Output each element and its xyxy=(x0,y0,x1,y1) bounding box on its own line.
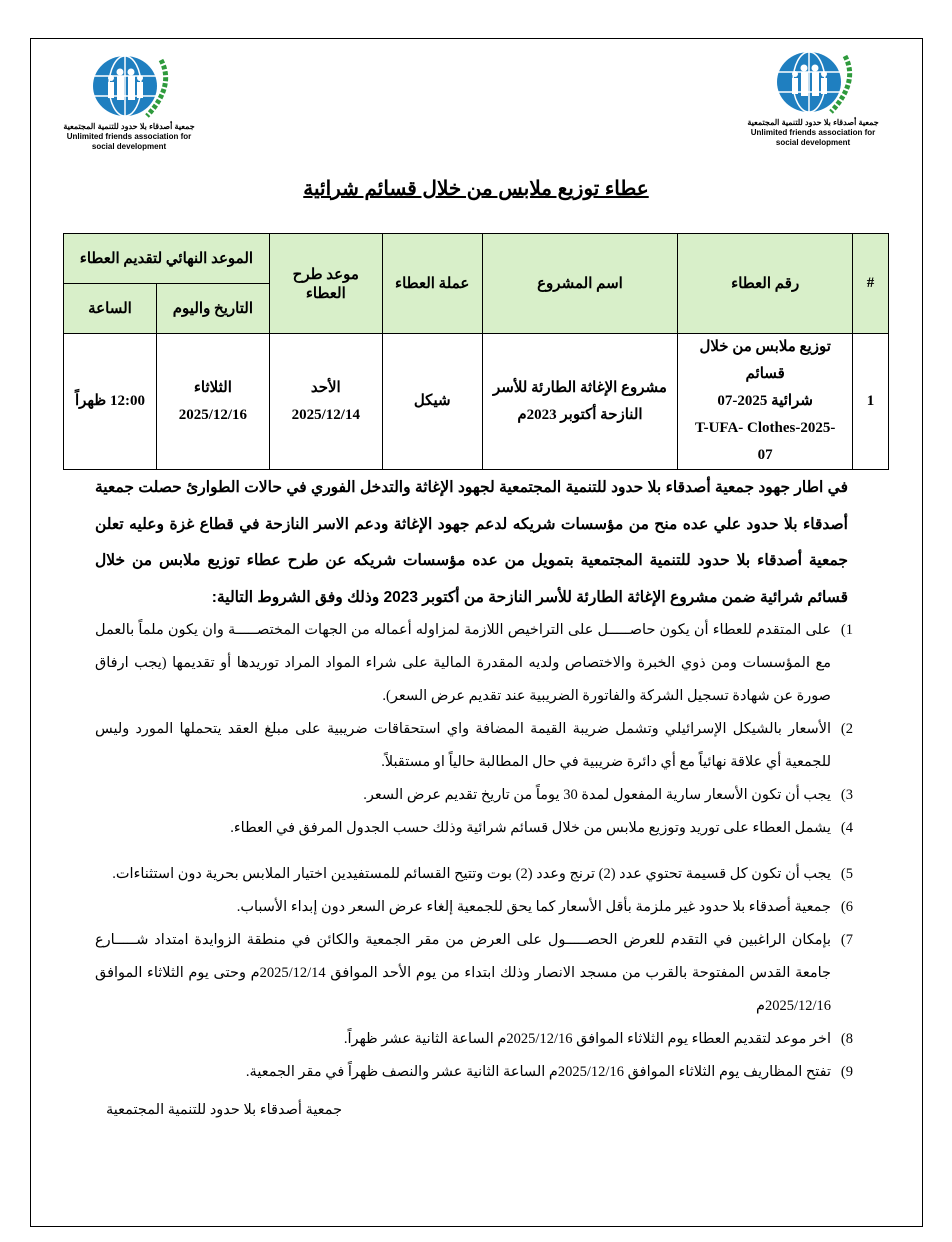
intro-paragraph: في اطار جهود جمعية أصدقاء بلا حدود للتنم… xyxy=(95,479,848,606)
condition-item: 6) جمعية أصدقاء بلا حدود غير ملزمة بأقل ا… xyxy=(236,899,853,915)
cell-index: 1 xyxy=(852,333,889,470)
header-issue-date: موعد طرح العطاء xyxy=(268,233,383,334)
header-currency: عملة العطاء xyxy=(381,233,483,334)
header-tender-number: رقم العطاء xyxy=(677,233,854,334)
header-deadline-time: الساعة xyxy=(63,283,157,334)
condition-item: 3) يجب أن تكون الأسعار سارية المفعول لمدة… xyxy=(363,787,853,803)
globe-family-logo-icon xyxy=(777,51,853,114)
conditions-list-a: 1) على المتقدم للعطاء أن يكون حاصـــــل ع… xyxy=(95,614,853,845)
association-logo-left: جمعية أصدقاء بلا حدود للتنمية المجتمعية … xyxy=(54,50,204,152)
signature: جمعية أصدقاء بلا حدود للتنمية المجتمعية xyxy=(106,1102,343,1118)
condition-item: 2) الأسعار بالشيكل الإسرائيلي وتشمل ضريبة… xyxy=(95,721,853,770)
condition-item: 4) يشمل العطاء على توريد وتوزيع ملابس من … xyxy=(230,820,853,836)
condition-item: 8) اخر موعد لتقديم العطاء يوم الثلاثاء ال… xyxy=(343,1031,853,1047)
cell-deadline-date: الثلاثاء 2025/12/16 xyxy=(155,333,270,470)
table-row: 1 توزيع ملابس من خلال قسائم شرائية 2025-… xyxy=(63,333,889,470)
tender-table: # رقم العطاء اسم المشروع عملة العطاء موع… xyxy=(63,233,889,470)
cell-deadline-time: 12:00 ظهراً xyxy=(63,333,157,470)
header-project-name: اسم المشروع xyxy=(481,233,679,334)
header-index: # xyxy=(852,233,889,334)
conditions-list-b: 5) يجب أن تكون كل قسيمة تحتوي عدد (2) ترن… xyxy=(95,858,853,1089)
cell-currency: شيكل xyxy=(381,333,483,470)
globe-family-logo-icon xyxy=(93,55,169,118)
condition-item: 7) بإمكان الراغبين في التقدم للعرض الحصــ… xyxy=(95,932,853,1014)
page-border xyxy=(30,38,923,1227)
cell-tender-number: توزيع ملابس من خلال قسائم شرائية 2025-07… xyxy=(677,333,854,470)
cell-issue-date: الأحد 2025/12/14 xyxy=(268,333,383,470)
cell-project-name: مشروع الإغاثة الطارئة للأسر النازحة أكتو… xyxy=(481,333,679,470)
association-logo-right: جمعية أصدقاء بلا حدود للتنمية المجتمعية … xyxy=(738,46,888,148)
header-deadline: الموعد النهائي لتقديم العطاء xyxy=(63,233,270,284)
condition-item: 1) على المتقدم للعطاء أن يكون حاصـــــل ع… xyxy=(95,622,853,704)
condition-item: 5) يجب أن تكون كل قسيمة تحتوي عدد (2) ترن… xyxy=(112,866,853,882)
header-deadline-date: التاريخ واليوم xyxy=(155,283,270,334)
condition-item: 9) تفتح المظاريف يوم الثلاثاء الموافق 202… xyxy=(245,1064,853,1080)
document-title: عطاء توزيع ملابس من خلال قسائم شرائية xyxy=(303,178,649,200)
